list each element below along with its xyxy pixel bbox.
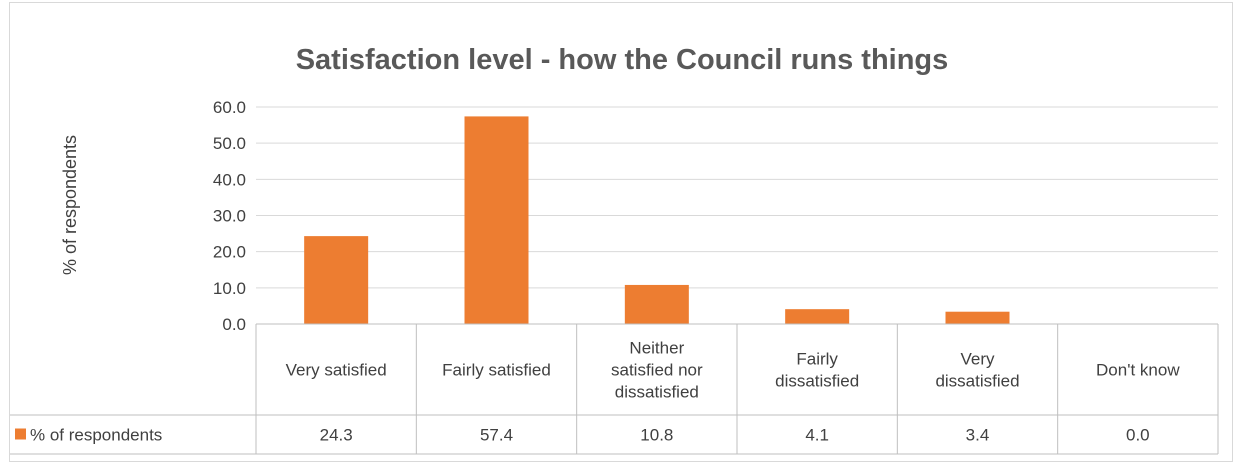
y-tick-label: 40.0	[213, 170, 246, 189]
bar	[785, 309, 850, 324]
category-label: Neither satisfied nor dissatisfied	[611, 339, 703, 402]
y-tick-label: 50.0	[213, 134, 246, 153]
data-table-value: 24.3	[320, 426, 353, 445]
y-tick-label: 20.0	[213, 243, 246, 262]
data-table-value: 57.4	[480, 426, 513, 445]
bar	[945, 311, 1010, 324]
data-table-value: 10.8	[640, 426, 673, 445]
y-tick-label: 30.0	[213, 207, 246, 226]
data-table-value: 0.0	[1126, 426, 1150, 445]
y-tick-label: 10.0	[213, 279, 246, 298]
y-tick-label: 60.0	[213, 98, 246, 117]
bar	[464, 116, 529, 324]
bar	[624, 284, 689, 324]
data-table: Very satisfied Fairly satisfied Neither sat…	[10, 323, 1219, 455]
category-label: Fairly dissatisfied	[775, 350, 859, 391]
gridlines	[256, 106, 1218, 289]
legend-series-name: % of respondents	[30, 426, 162, 445]
y-tick-labels: 0.0 10.0 20.0 30.0 40.0 50.0 60.0	[213, 98, 246, 334]
legend-swatch	[15, 428, 26, 440]
bars	[304, 116, 1010, 324]
y-axis-label: % of respondents	[60, 135, 80, 275]
data-table-value: 3.4	[966, 426, 990, 445]
chart-title: Satisfaction level - how the Council run…	[296, 44, 949, 76]
category-label: Very satisfied	[286, 361, 387, 380]
bar-chart: Satisfaction level - how the Council run…	[10, 44, 1219, 455]
bar	[304, 236, 369, 324]
chart-frame: Satisfaction level - how the Council run…	[9, 2, 1233, 462]
category-label: Very dissatisfied	[935, 350, 1019, 391]
data-table-value: 4.1	[805, 426, 829, 445]
y-tick-label: 0.0	[222, 315, 246, 334]
category-label: Fairly satisfied	[442, 361, 551, 380]
category-label: Don't know	[1096, 361, 1180, 380]
